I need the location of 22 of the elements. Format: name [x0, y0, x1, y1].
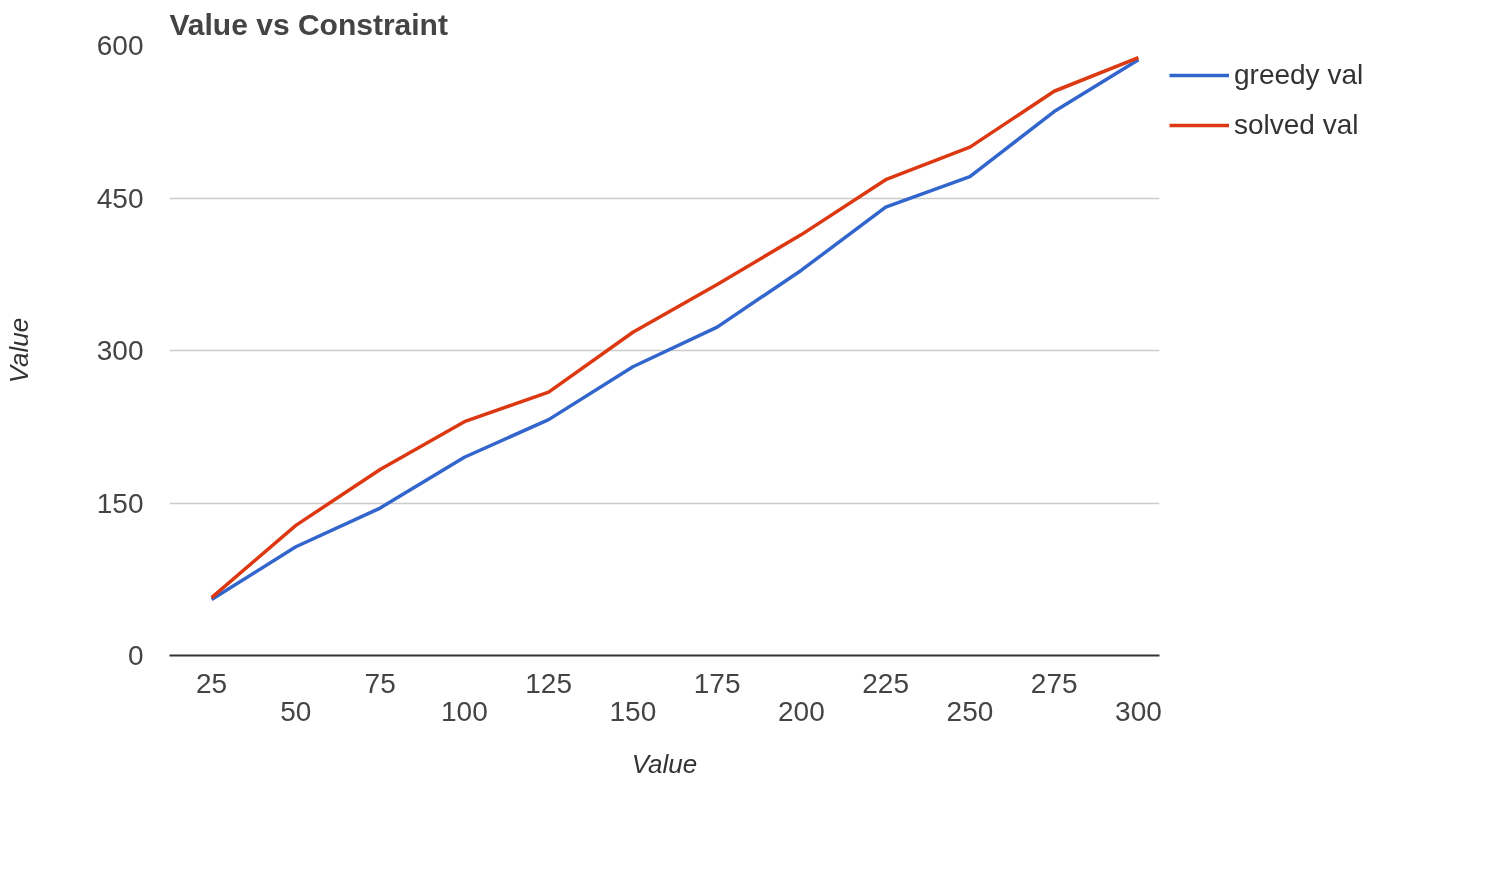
x-tick-label: 275: [1030, 667, 1078, 699]
x-tick-label: 175: [693, 667, 741, 699]
x-tick-label: 25: [196, 667, 228, 699]
y-tick-label: 600: [96, 30, 144, 61]
legend-label: solved val: [1234, 108, 1359, 142]
y-tick-label: 450: [96, 182, 144, 214]
y-tick-label: 300: [96, 335, 144, 366]
x-axis-title: Value: [631, 748, 698, 779]
x-tick-label: 300: [1115, 695, 1162, 727]
y-axis-title: Value: [3, 317, 34, 384]
x-tick-label: 250: [946, 695, 994, 727]
y-tick-label: 0: [127, 640, 144, 671]
x-tick-label: 200: [778, 695, 825, 727]
x-tick-label: 50: [280, 695, 312, 727]
x-tick-label: 100: [441, 695, 488, 727]
x-tick-label: 150: [609, 695, 657, 727]
legend-label: greedy val: [1234, 58, 1364, 92]
chart-title: Value vs Constraint: [169, 7, 448, 41]
x-tick-label: 75: [364, 667, 396, 699]
x-tick-label: 125: [525, 667, 573, 699]
x-tick-label: 225: [862, 667, 910, 699]
y-tick-label: 150: [96, 487, 144, 519]
